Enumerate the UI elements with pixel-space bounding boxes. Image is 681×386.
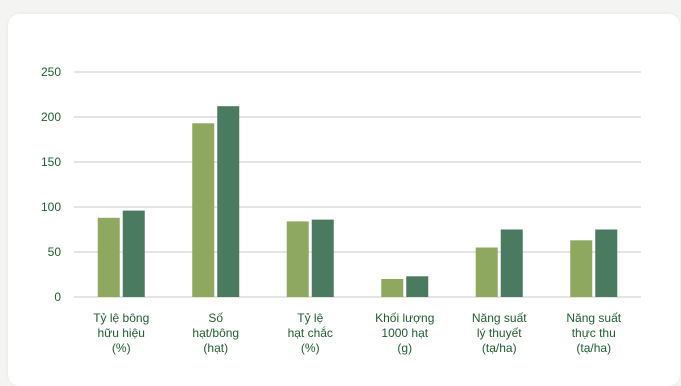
bar [500,229,523,297]
bar [122,210,145,297]
bar [595,229,618,297]
bars [97,106,618,297]
y-tick-label: 250 [41,65,61,79]
bar [286,221,309,297]
gridlines [74,71,641,298]
x-category-label: Khối lượng 1000 hạt (g) [375,311,434,355]
x-category-label: Tỷ lệ bông hữu hiệu (%) [93,311,149,355]
y-tick-label: 50 [48,245,62,259]
bar [311,219,334,297]
y-tick-label: 100 [41,200,61,214]
x-axis-labels: Tỷ lệ bông hữu hiệu (%) Số hạt/bông (hạt) Tỷ l… [93,311,622,355]
bar [192,123,215,297]
x-category-label: Số hạt/bông (hạt) [192,311,239,355]
bar [97,217,120,297]
bar [381,279,404,297]
x-category-label: Tỷ lệ hạt chắc (%) [288,311,333,355]
bar [406,276,429,297]
y-tick-label: 150 [41,155,61,169]
y-tick-label: 200 [41,110,61,124]
chart-card [8,14,680,386]
bar [570,240,593,297]
x-category-label: Năng suất thực thu (tạ/ha) [566,311,621,355]
bar [475,247,498,297]
y-tick-label: 0 [54,290,61,304]
y-axis-ticks: 250 200 150 100 50 0 [41,65,61,304]
bar-chart: 250 200 150 100 50 0 Tỷ lệ bông hữu hiệu (%) Số h… [41,65,641,355]
bar [217,106,240,297]
x-category-label: Năng suất lý thuyết (tạ/ha) [472,311,527,355]
